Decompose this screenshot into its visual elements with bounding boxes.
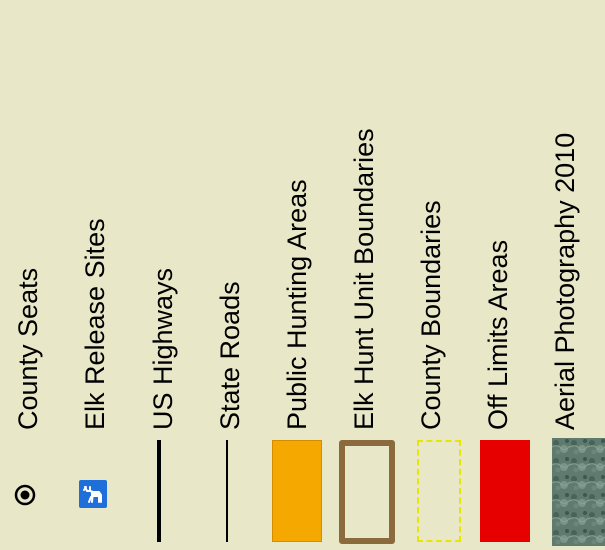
state-road-line-icon	[226, 440, 228, 542]
county-boundary-icon	[417, 440, 461, 542]
elk-icon	[79, 480, 107, 508]
legend-label: State Roads	[215, 281, 245, 430]
legend-item-off-limits-areas: Off Limits Areas	[470, 0, 540, 550]
legend-item-elk-release-sites: Elk Release Sites	[67, 0, 137, 550]
off-limits-fill-icon	[480, 440, 530, 542]
legend-label: County Seats	[13, 267, 43, 430]
legend-item-aerial-photography: Aerial Photography 2010	[537, 0, 605, 550]
us-highway-line-icon	[157, 440, 161, 542]
legend-label: Elk Hunt Unit Boundaries	[349, 128, 379, 430]
legend-item-public-hunting-areas: Public Hunting Areas	[269, 0, 339, 550]
legend-label: US Highways	[148, 267, 178, 430]
aerial-photo-icon	[552, 438, 605, 546]
legend-label: Off Limits Areas	[483, 239, 513, 430]
legend-label: Public Hunting Areas	[282, 179, 312, 430]
elk-hunt-boundary-icon	[339, 440, 395, 544]
legend-item-county-boundaries: County Boundaries	[403, 0, 473, 550]
legend-item-elk-hunt-unit-boundaries: Elk Hunt Unit Boundaries	[336, 0, 406, 550]
legend-label: Aerial Photography 2010	[550, 132, 580, 430]
legend-item-us-highways: US Highways	[135, 0, 205, 550]
legend-item-county-seats: County Seats	[0, 0, 70, 550]
legend-item-state-roads: State Roads	[202, 0, 272, 550]
county-seat-icon	[14, 484, 36, 506]
legend-label: Elk Release Sites	[80, 218, 110, 430]
legend-label: County Boundaries	[416, 200, 446, 430]
public-hunting-fill-icon	[272, 440, 322, 542]
